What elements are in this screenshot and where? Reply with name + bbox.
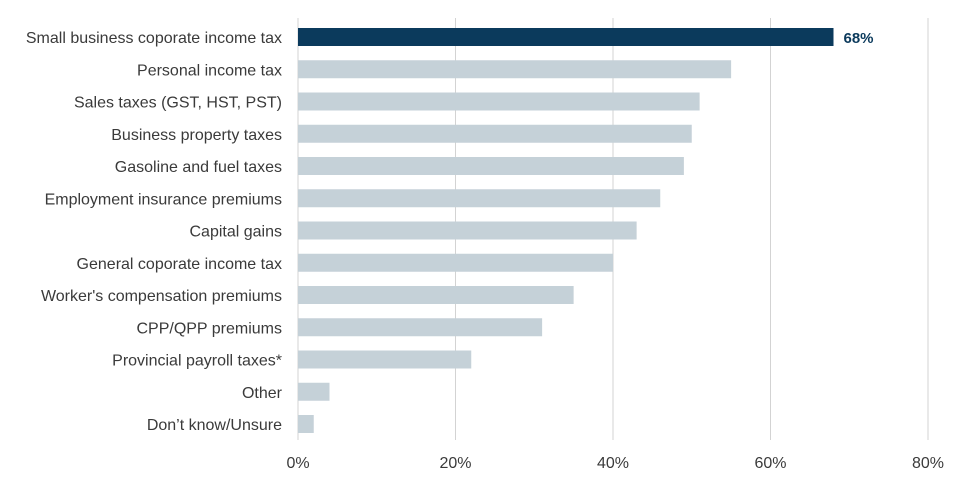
bar (298, 60, 732, 79)
data-labels: 68% (844, 30, 874, 47)
bar (298, 286, 574, 304)
category-labels: Small business coporate income tax Person… (26, 30, 283, 434)
bars (298, 28, 834, 433)
bar (298, 124, 692, 143)
category-label: Provincial payroll taxes* (112, 353, 282, 370)
x-tick-label: 40% (597, 455, 629, 472)
bar (298, 157, 684, 175)
bar (298, 221, 637, 240)
bar (298, 318, 543, 337)
bar (298, 382, 330, 401)
category-label: Employment insurance premiums (45, 191, 282, 208)
category-label: General coporate income tax (77, 256, 282, 273)
bar (298, 28, 834, 46)
category-label: Capital gains (190, 224, 283, 241)
x-tick-label: 80% (912, 455, 944, 472)
category-label: CPP/QPP premiums (136, 320, 282, 337)
bar (298, 415, 314, 433)
category-label: Gasoline and fuel taxes (115, 159, 282, 176)
category-label: Personal income tax (137, 62, 282, 79)
category-label: Don’t know/Unsure (147, 417, 282, 434)
bar (298, 189, 661, 208)
bar (298, 92, 700, 111)
category-label: Other (242, 385, 283, 402)
bar (298, 350, 472, 369)
bar (298, 253, 613, 272)
category-label: Worker's compensation premiums (41, 288, 282, 305)
data-label: 68% (844, 30, 874, 47)
x-axis-tick-labels: 0% 20% 40% 60% 80% (286, 455, 944, 472)
category-label: Sales taxes (GST, HST, PST) (74, 95, 282, 112)
x-tick-label: 20% (439, 455, 471, 472)
x-tick-label: 60% (754, 455, 786, 472)
category-label: Business property taxes (111, 127, 282, 144)
x-tick-label: 0% (286, 455, 309, 472)
category-label: Small business coporate income tax (26, 30, 282, 47)
